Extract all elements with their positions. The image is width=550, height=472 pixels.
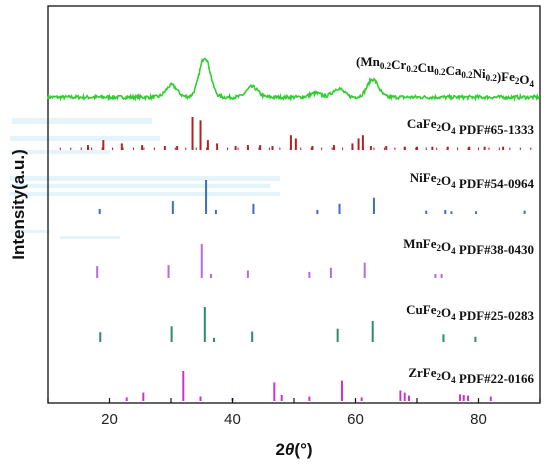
- label-text: PDF#65-1333: [456, 122, 535, 137]
- plot-frame: [47, 5, 541, 404]
- series-label-mnfe: MnFe2O4 PDF#38-0430: [403, 236, 534, 257]
- label-text: PDF#54-0964: [456, 176, 535, 191]
- label-subscript: 2: [437, 309, 442, 319]
- x-axis-ticks: 20 40 60 80: [47, 398, 541, 428]
- label-text: MnFe: [403, 236, 436, 251]
- series-line-hea: [47, 57, 541, 102]
- label-subscript: 4: [451, 126, 456, 136]
- series-cafe: [59, 117, 532, 150]
- label-text: O: [519, 72, 529, 87]
- label-text: O: [441, 119, 451, 134]
- label-text: O: [441, 239, 451, 254]
- label-text: Ni: [473, 66, 486, 81]
- label-text: PDF#38-0430: [456, 242, 534, 257]
- scan-artifact: [60, 236, 120, 239]
- label-text: Ca: [445, 63, 461, 78]
- scan-artifact: [10, 150, 110, 154]
- label-subscript: 2: [437, 123, 442, 133]
- label-text: NiFe: [410, 170, 437, 185]
- label-text: CaFe: [407, 116, 437, 131]
- label-subscript: 4: [530, 79, 535, 89]
- scan-artifact: [10, 136, 160, 141]
- label-subscript: 0.2: [380, 61, 392, 71]
- label-text: O: [441, 305, 451, 320]
- x-axis-title: 2θ(°): [275, 440, 312, 459]
- y-axis-title: Intensity(a.u.): [9, 149, 28, 260]
- scan-artifact: [12, 118, 152, 124]
- x-tick-label: 40: [224, 411, 241, 428]
- label-subscript: 4: [451, 375, 456, 385]
- label-text: CuFe: [406, 302, 437, 317]
- scan-artifact: [10, 176, 280, 181]
- label-subscript: 2: [437, 177, 442, 187]
- series-cufe: [99, 307, 477, 342]
- label-subscript: 2: [437, 372, 442, 382]
- background-artifacts: [10, 118, 280, 239]
- label-subscript: 0.2: [434, 67, 446, 77]
- x-tick-label: 80: [470, 411, 487, 428]
- label-text: (Mn: [356, 54, 381, 69]
- series-mnfe: [96, 244, 443, 278]
- label-text: Cr: [391, 57, 406, 72]
- series-label-zrfe: ZrFe2O4 PDF#22-0166: [408, 365, 534, 386]
- series-label-cafe: CaFe2O4 PDF#65-1333: [407, 116, 535, 137]
- x-axis-title-unit: (°): [294, 440, 312, 459]
- label-subscript: 4: [451, 312, 456, 322]
- scan-artifact: [10, 192, 280, 196]
- label-text: PDF#25-0283: [456, 308, 535, 323]
- label-text: ZrFe: [408, 365, 436, 380]
- series-nife: [98, 180, 526, 214]
- scan-artifact: [10, 230, 50, 233]
- label-subscript: 4: [451, 180, 456, 190]
- series-label-nife: NiFe2O4 PDF#54-0964: [410, 170, 535, 191]
- label-text: )Fe: [497, 69, 515, 84]
- x-tick-label: 20: [101, 411, 118, 428]
- label-subscript: 2: [437, 243, 442, 253]
- series-label-cufe: CuFe2O4 PDF#25-0283: [406, 302, 534, 323]
- label-text: Cu: [418, 60, 435, 75]
- label-text: O: [441, 173, 451, 188]
- x-tick-label: 60: [347, 411, 364, 428]
- series-hea: [47, 57, 541, 102]
- scan-artifact: [10, 184, 270, 188]
- label-text: PDF#22-0166: [456, 371, 535, 386]
- series-labels: (Mn0.2Cr0.2Cu0.2Ca0.2Ni0.2)Fe2O4CaFe2O4 …: [356, 54, 534, 386]
- label-subscript: 0.2: [406, 64, 418, 74]
- series-zrfe: [125, 371, 492, 401]
- label-subscript: 0.2: [486, 73, 498, 83]
- label-subscript: 0.2: [461, 70, 473, 80]
- series-layer: [47, 57, 541, 401]
- label-subscript: 4: [451, 246, 456, 256]
- label-subscript: 2: [515, 76, 520, 86]
- x-axis-title-prefix: 2: [275, 440, 284, 459]
- series-label-hea: (Mn0.2Cr0.2Cu0.2Ca0.2Ni0.2)Fe2O4: [356, 54, 534, 89]
- x-axis-title-theta: θ: [285, 440, 295, 459]
- label-text: O: [441, 368, 451, 383]
